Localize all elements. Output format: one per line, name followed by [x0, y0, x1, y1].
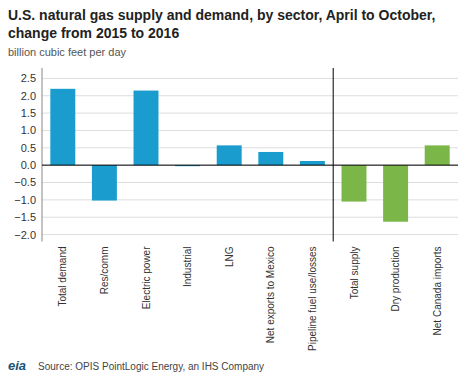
logo-text: eia [8, 358, 26, 373]
grid-line [42, 78, 458, 79]
y-axis-line [42, 68, 43, 241]
grid-line [42, 165, 458, 166]
zero-line [42, 165, 458, 166]
y-tick-label: −2.0 [14, 229, 36, 241]
y-tick-label: 2.5 [21, 72, 36, 84]
background [0, 0, 468, 378]
bar [425, 145, 450, 165]
grid [42, 78, 458, 234]
title: U.S. natural gas supply and demand, by s… [8, 7, 439, 41]
x-tick-label: Net Canada imports [432, 246, 443, 335]
y-tick-label: 0.0 [21, 159, 36, 171]
bar [258, 152, 283, 165]
grid-line [42, 130, 458, 131]
grid-line [42, 95, 458, 96]
bar [217, 145, 242, 165]
x-tick-label: Dry production [390, 246, 401, 311]
bar [92, 165, 117, 200]
bar [383, 165, 408, 222]
bars [50, 89, 449, 222]
bar [50, 89, 75, 165]
y-tick-label: 1.5 [21, 107, 36, 119]
x-tick-label: Total demand [57, 246, 68, 306]
grid-line [42, 113, 458, 114]
x-tick-label: Total supply [349, 246, 360, 299]
y-tick-label: −0.5 [14, 176, 36, 188]
group-divider [333, 68, 334, 241]
subtitle: billion cubic feet per day [8, 46, 127, 58]
x-tick-label: Electric power [141, 246, 152, 309]
bar [134, 91, 159, 166]
bar [342, 165, 367, 201]
x-tick-label: Net exports to Mexico [265, 246, 276, 343]
x-tick-label: Res/comm [99, 246, 110, 294]
x-tick-label: LNG [224, 246, 235, 267]
chart: U.S. natural gas supply and demand, by s… [0, 0, 468, 378]
y-tick-label: 2.0 [21, 90, 36, 102]
x-tick-label: Industrial [182, 246, 193, 287]
y-tick-label: −1.0 [14, 194, 36, 206]
y-tick-label: 1.0 [21, 124, 36, 136]
bar [300, 161, 325, 165]
source: Source: OPIS PointLogic Energy, an IHS C… [38, 361, 264, 372]
grid-line [42, 147, 458, 148]
y-tick-label: 0.5 [21, 142, 36, 154]
x-tick-label: Pipeline fuel use/losses [307, 246, 318, 351]
y-tick-label: −1.5 [14, 211, 36, 223]
grid-line [42, 234, 458, 235]
